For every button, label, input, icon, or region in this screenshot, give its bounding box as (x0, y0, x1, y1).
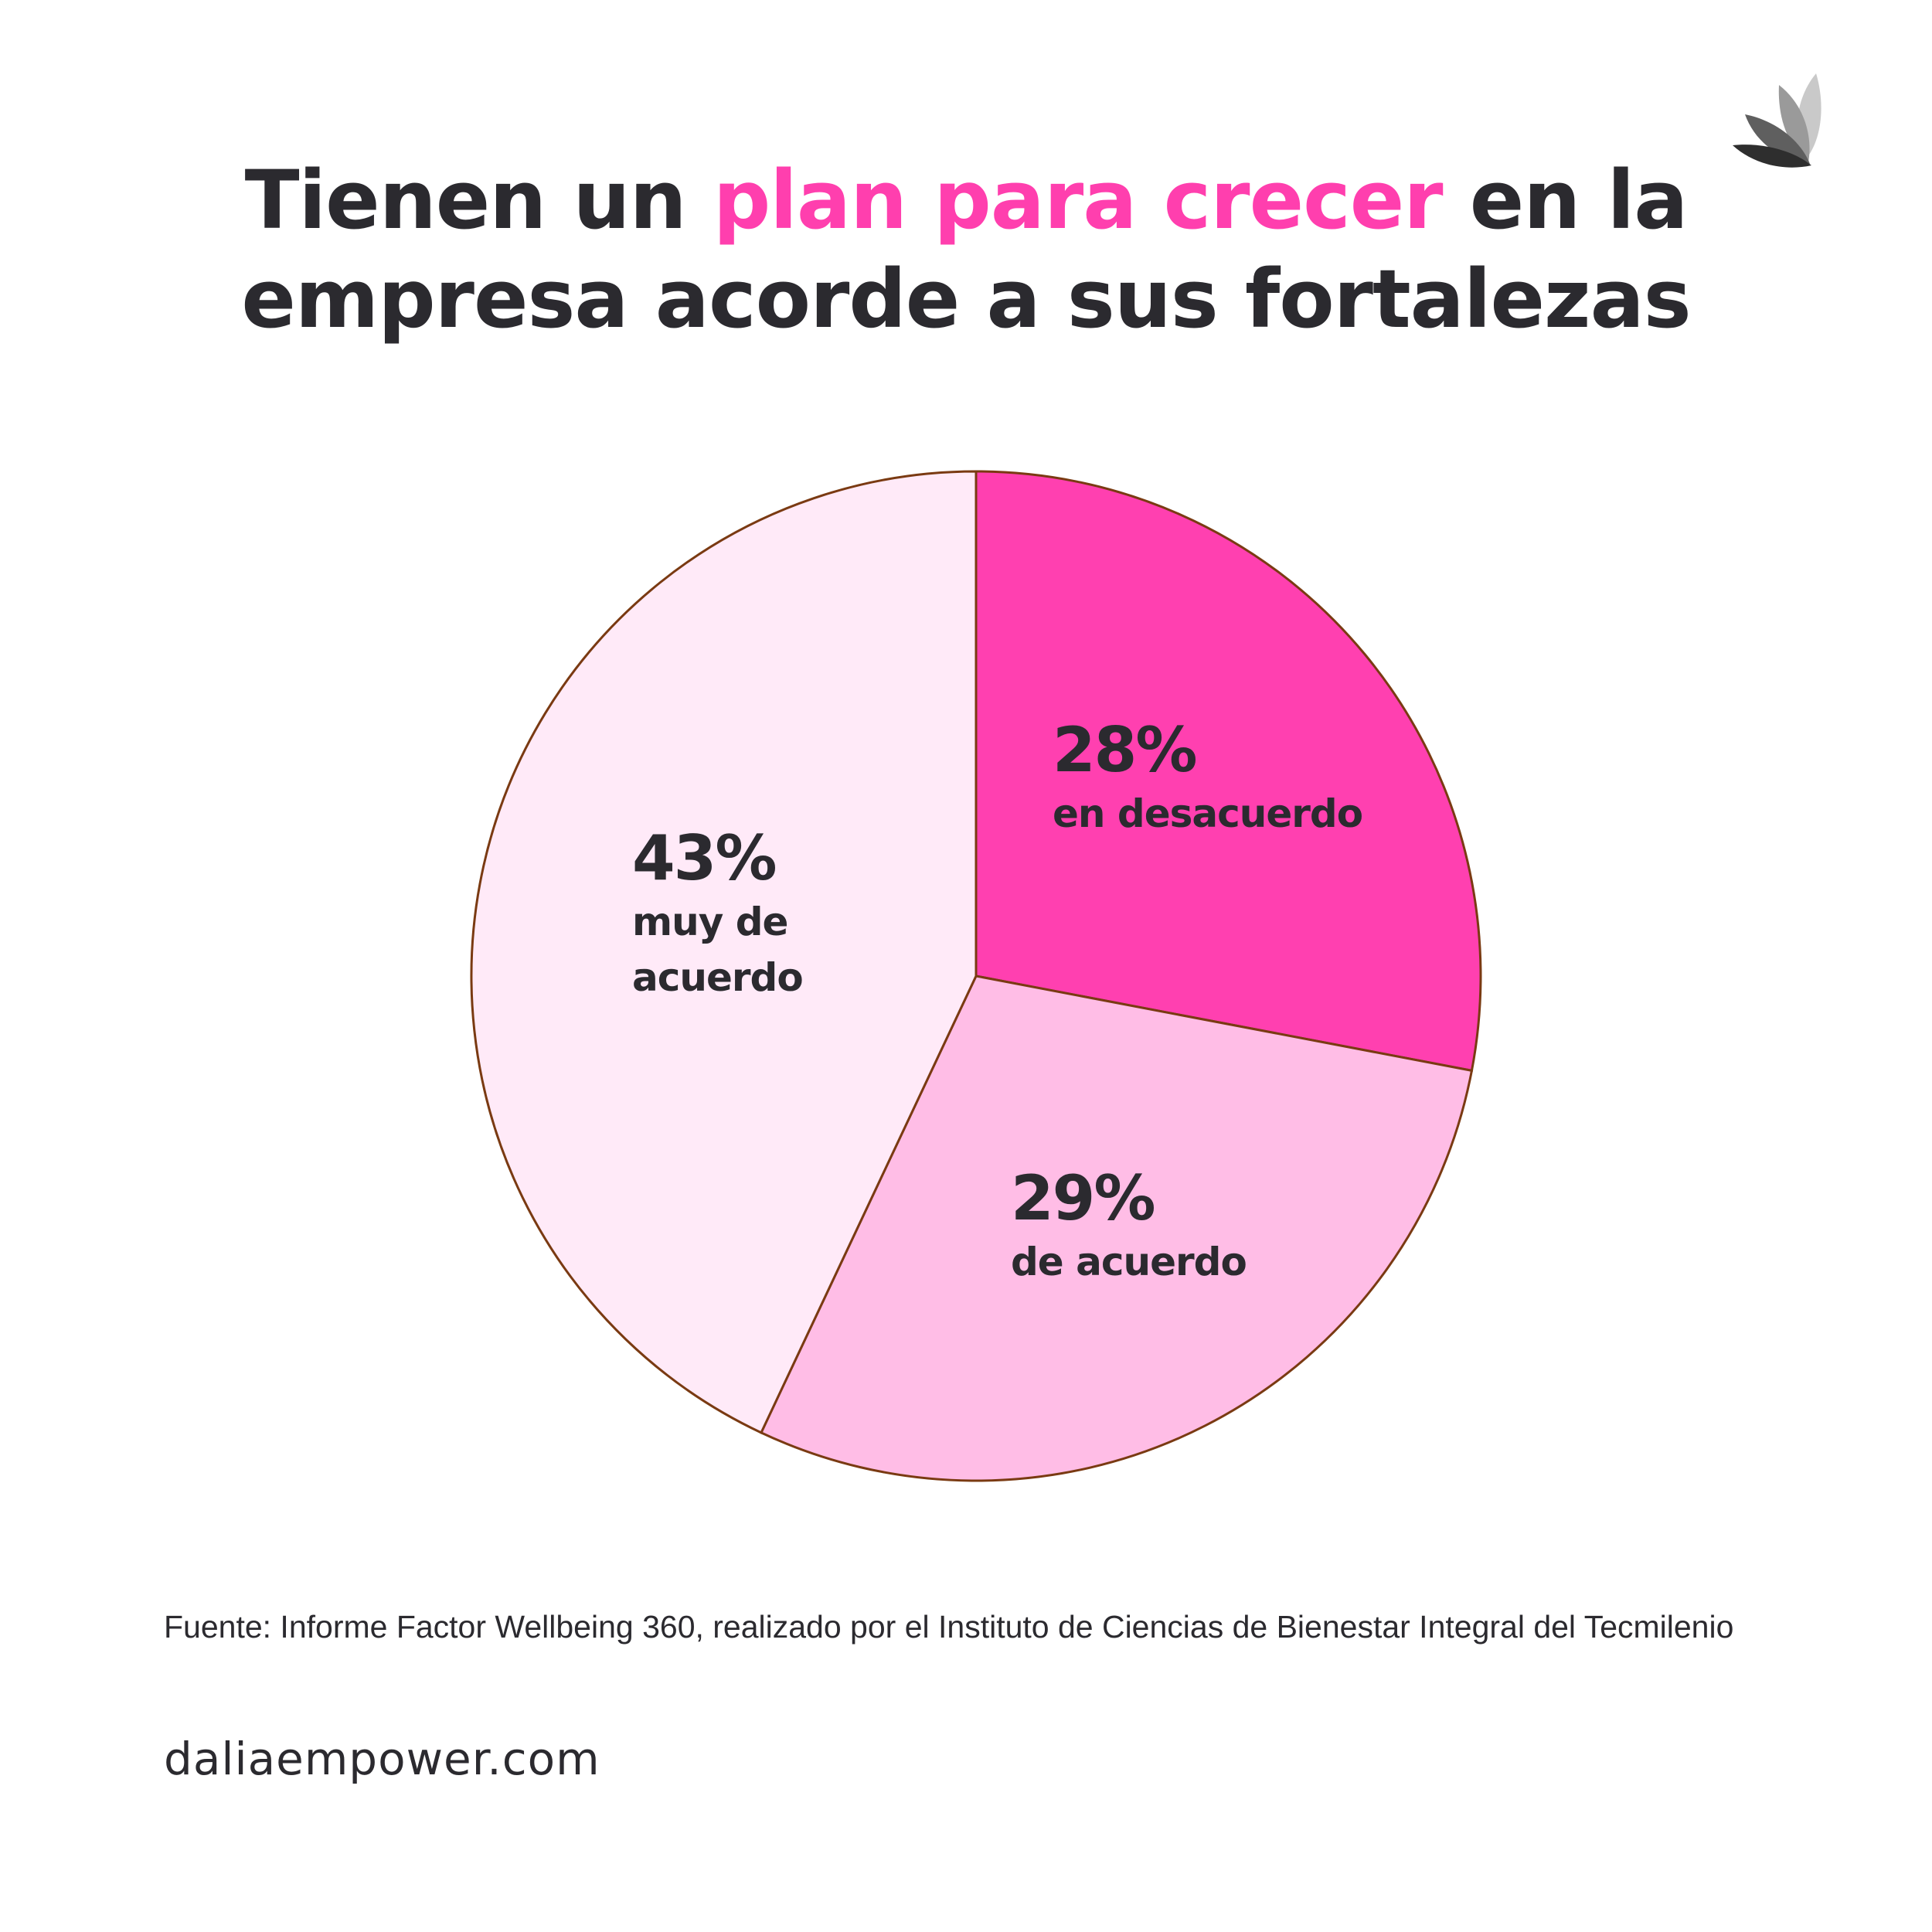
title-part-2: en la (1442, 153, 1689, 247)
title-line-2: empresa acorde a sus fortalezas (241, 252, 1691, 346)
title-line-1: Tienen un plan para crecer en la (0, 151, 1932, 250)
pie-slice-28-pct (975, 470, 1482, 1073)
title-highlight: plan para crecer (713, 153, 1444, 247)
slice-category-label: en desacuerdo (1053, 791, 1362, 836)
slice-category-label: de acuerdo (1011, 1240, 1247, 1284)
title-part-1: Tienen un (244, 153, 713, 247)
dalia-leaf-logo-icon (1733, 73, 1821, 168)
pie-slices (470, 470, 1482, 1482)
slice-category-label: muy de (632, 900, 787, 944)
slice-percent-label: 29% (1011, 1162, 1154, 1234)
slice-percent-label: 43% (632, 822, 775, 894)
slice-percent-label: 28% (1053, 714, 1196, 786)
pie-labels: 28% en desacuerdo 29% de acuerdo 43% muy de ac… (632, 714, 1363, 1284)
pie-slice-43-pct (470, 470, 978, 1434)
chart-title: Tienen un plan para crecer en la empresa… (0, 151, 1932, 349)
slice-category-label: acuerdo (632, 955, 803, 1000)
source-note: Fuente: Informe Factor Wellbeing 360, re… (164, 1609, 1734, 1645)
website-link[interactable]: daliaempower.com (164, 1733, 600, 1785)
pie-slice-29-pct (759, 975, 1474, 1482)
